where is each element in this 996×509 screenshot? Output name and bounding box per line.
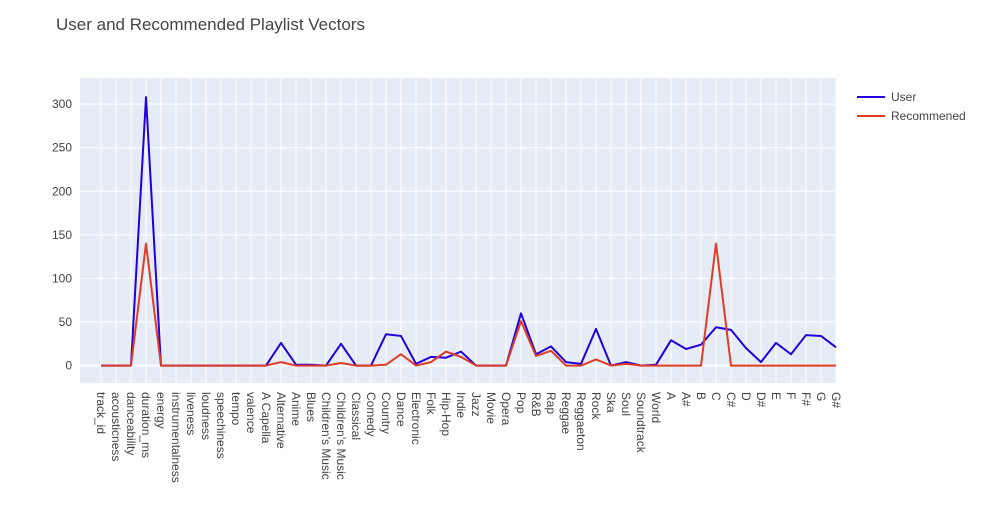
x-tick-label: Jazz (469, 392, 483, 417)
x-tick-label: A# (679, 392, 693, 407)
chart-title: User and Recommended Playlist Vectors (56, 15, 365, 34)
legend[interactable]: User Recommened (857, 90, 966, 123)
x-tick-label: tempo (229, 392, 243, 426)
x-tick-label: Rap (544, 392, 558, 414)
y-tick-label: 250 (52, 141, 72, 155)
x-tick-label: F# (799, 392, 813, 406)
x-tick-label: R&B (529, 392, 543, 417)
x-tick-label: acousticness (109, 392, 123, 461)
series-lines (100, 96, 837, 367)
x-tick-label: loudness (199, 392, 213, 440)
y-tick-label: 200 (52, 184, 72, 198)
series-line-recommended (101, 242, 836, 367)
y-tick-label: 100 (52, 271, 72, 285)
plot-area (80, 78, 836, 383)
x-tick-label: Indie (454, 392, 468, 418)
x-tick-label: valence (244, 392, 258, 434)
x-tick-label: speechiness (214, 392, 228, 459)
x-tick-label: Rock (589, 392, 603, 420)
x-tick-label: Ska (604, 392, 618, 413)
x-tick-label: F (784, 392, 798, 399)
x-tick-label: A Capella (259, 392, 273, 444)
x-axis: track_id acousticness danceability duration… (94, 392, 843, 483)
x-tick-label: Opera (499, 392, 513, 426)
x-tick-label: Children's Music (319, 392, 333, 480)
x-tick-label: energy (154, 392, 168, 429)
x-tick-label: Electronic (409, 392, 423, 445)
legend-item-user[interactable]: User (857, 90, 916, 104)
x-tick-label: C (709, 392, 723, 401)
x-tick-label: D# (754, 392, 768, 408)
x-tick-label: Pop (514, 392, 528, 414)
x-tick-label: liveness (184, 392, 198, 435)
x-tick-label: Dance (394, 392, 408, 427)
x-tick-label: Anime (289, 392, 303, 426)
x-tick-label: C# (724, 392, 738, 408)
x-tick-label: Soul (619, 392, 633, 416)
x-tick-label: Comedy (364, 392, 378, 437)
y-tick-label: 150 (52, 228, 72, 242)
x-tick-label: Soundtrack (634, 392, 648, 454)
y-tick-label: 0 (65, 359, 72, 373)
x-tick-label: A (664, 392, 678, 400)
y-tick-label: 300 (52, 97, 72, 111)
x-tick-label: Country (379, 392, 393, 434)
x-tick-label: B (694, 392, 708, 400)
x-tick-label: Folk (424, 392, 438, 416)
x-tick-label: Alternative (274, 392, 288, 449)
legend-label: Recommened (891, 109, 966, 123)
x-tick-label: E (769, 392, 783, 400)
x-tick-label: Movie (484, 392, 498, 424)
x-tick-label: Children’s Music (334, 392, 348, 480)
x-tick-label: G# (829, 392, 843, 408)
x-tick-label: danceability (124, 392, 138, 455)
x-tick-label: World (649, 392, 663, 423)
gridlines (80, 78, 837, 383)
legend-label: User (891, 90, 916, 104)
x-tick-label: duration_ms (139, 392, 153, 458)
y-tick-label: 50 (59, 315, 73, 329)
x-tick-label: Reggaeton (574, 392, 588, 451)
x-tick-label: instrumentalness (169, 392, 183, 483)
x-tick-label: G (814, 392, 828, 401)
x-tick-label: D (739, 392, 753, 401)
x-tick-label: Hip-Hop (439, 392, 453, 436)
x-tick-label: track_id (94, 392, 108, 434)
x-tick-label: Blues (304, 392, 318, 422)
x-tick-label: Classical (349, 392, 363, 440)
x-tick-label: Reggae (559, 392, 573, 434)
legend-item-recommended[interactable]: Recommened (857, 109, 966, 123)
y-axis: 0 50 100 150 200 250 300 (52, 97, 72, 372)
